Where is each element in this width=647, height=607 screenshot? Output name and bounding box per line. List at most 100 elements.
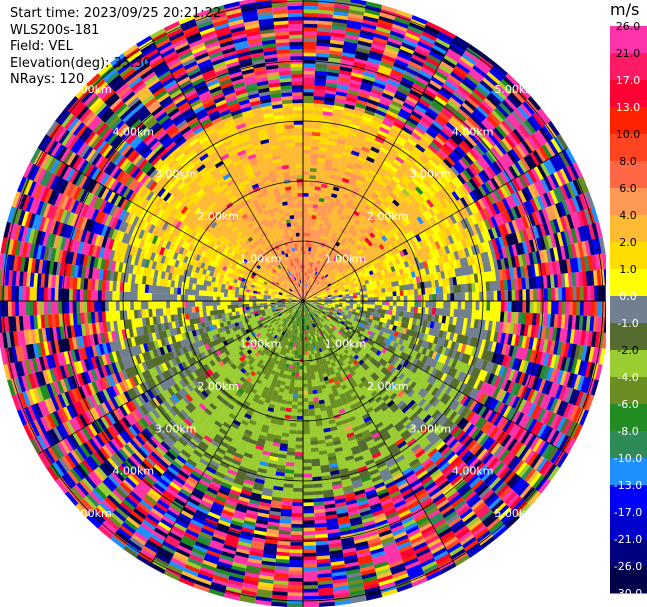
velocity-gate (406, 155, 417, 164)
velocity-gate (311, 286, 315, 290)
velocity-gate (307, 283, 310, 288)
velocity-gate (361, 78, 375, 86)
velocity-gate (312, 281, 315, 286)
velocity-gate (463, 194, 472, 206)
velocity-gate (437, 230, 445, 240)
velocity-gate (442, 142, 454, 154)
velocity-gate (303, 279, 306, 284)
velocity-gate (386, 230, 394, 238)
velocity-gate (402, 198, 411, 208)
velocity-gate (336, 138, 346, 145)
velocity-gate (484, 181, 494, 193)
velocity-gate (430, 225, 439, 234)
velocity-gate (370, 250, 376, 256)
velocity-gate (303, 149, 311, 154)
velocity-gate (392, 209, 400, 217)
velocity-gate (481, 100, 495, 113)
velocity-gate (304, 264, 307, 269)
velocity-gate (384, 197, 393, 205)
velocity-gate (340, 158, 349, 164)
velocity-gate (350, 0, 367, 6)
velocity-gate (306, 264, 309, 269)
velocity-gate (305, 279, 308, 284)
velocity-gate (374, 112, 386, 121)
velocity-gate (428, 235, 435, 244)
velocity-gate (502, 183, 512, 197)
velocity-gate (392, 121, 404, 130)
velocity-gate (332, 286, 337, 290)
velocity-gate (437, 163, 448, 174)
velocity-gate (416, 101, 429, 111)
velocity-gate (448, 118, 460, 130)
velocity-gate (341, 177, 350, 184)
velocity-gate (337, 76, 351, 83)
velocity-gate (340, 180, 349, 187)
velocity-gate (411, 110, 423, 120)
velocity-gate (304, 271, 307, 276)
velocity-gate (305, 295, 309, 299)
velocity-gate (429, 79, 443, 90)
velocity-gate (308, 280, 311, 285)
velocity-gate (514, 108, 528, 122)
velocity-gate (434, 69, 449, 81)
velocity-gate (367, 185, 376, 193)
velocity-gate (310, 261, 314, 267)
velocity-gate (344, 140, 355, 147)
velocity-gate (361, 22, 377, 30)
velocity-gate (431, 182, 441, 193)
velocity-gate (396, 114, 408, 124)
velocity-gate (532, 149, 544, 165)
velocity-gate (314, 271, 318, 276)
velocity-gate (389, 127, 401, 136)
velocity-gate (335, 90, 348, 97)
velocity-gate (374, 301, 379, 305)
velocity-gate (356, 47, 371, 55)
velocity-gate (332, 14, 349, 21)
velocity-gate (458, 158, 469, 170)
velocity-gate (328, 278, 333, 282)
velocity-gate (556, 134, 569, 150)
velocity-gate (424, 110, 437, 121)
velocity-gate (317, 252, 322, 258)
velocity-gate (387, 106, 400, 115)
velocity-gate (383, 173, 393, 182)
velocity-gate (365, 1, 383, 9)
velocity-gate (371, 297, 376, 301)
velocity-gate (314, 77, 327, 83)
velocity-gate (363, 178, 372, 186)
velocity-gate (475, 85, 489, 98)
velocity-gate (420, 94, 433, 105)
velocity-gate (472, 88, 487, 101)
velocity-gate (403, 143, 414, 153)
velocity-gate (381, 143, 392, 152)
velocity-gate (308, 196, 314, 201)
velocity-gate (348, 228, 354, 234)
velocity-gate (351, 230, 358, 237)
velocity-gate (504, 135, 516, 149)
velocity-gate (481, 120, 494, 133)
velocity-gate (321, 209, 328, 215)
velocity-gate (316, 276, 321, 281)
velocity-gate (303, 225, 307, 230)
velocity-gate (495, 84, 510, 98)
velocity-gate (431, 194, 441, 204)
velocity-gate (469, 113, 482, 126)
velocity-gate (310, 269, 314, 274)
velocity-gate (401, 105, 413, 114)
velocity-gate (434, 135, 446, 146)
velocity-gate (366, 219, 374, 227)
velocity-gate (486, 71, 501, 85)
velocity-gate (338, 165, 347, 171)
velocity-gate (514, 161, 525, 175)
velocity-gate (470, 67, 485, 80)
velocity-gate (418, 98, 431, 108)
velocity-gate (345, 167, 354, 174)
velocity-gate (310, 285, 314, 290)
velocity-gate (303, 163, 311, 168)
velocity-gate (474, 144, 486, 156)
velocity-gate (410, 202, 418, 211)
velocity-gate (399, 201, 408, 210)
velocity-gate (323, 283, 328, 288)
velocity-gate (414, 160, 424, 170)
velocity-gate (322, 258, 327, 264)
